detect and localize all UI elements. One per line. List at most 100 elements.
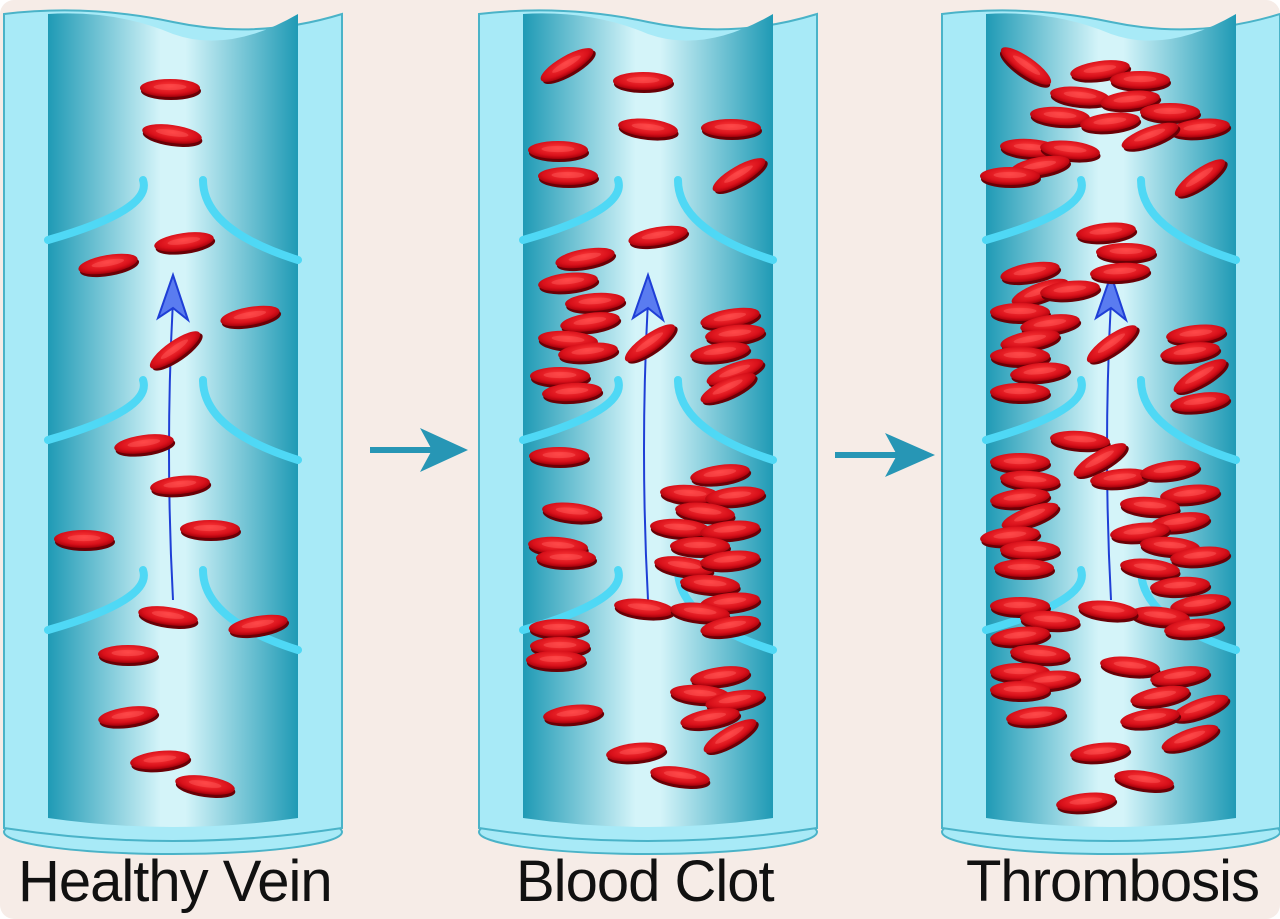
red-blood-cell [1030,106,1091,129]
red-blood-cell [990,626,1052,649]
red-blood-cell [149,331,203,371]
red-blood-cell [660,484,721,507]
red-blood-cell [1174,159,1228,199]
red-blood-cell [703,719,759,756]
red-blood-cell [560,312,622,335]
red-blood-cell [1171,694,1231,724]
red-blood-cell [543,704,605,727]
red-blood-cell [675,502,736,525]
vein-valve [519,176,623,244]
red-blood-cell [542,382,604,405]
red-blood-cell [1080,112,1142,135]
red-blood-cell [1170,594,1232,617]
red-blood-cell [980,167,1041,188]
red-blood-cell [1120,496,1181,519]
red-blood-cell [1114,770,1175,793]
up-arrow-icon [631,271,666,323]
red-blood-cell [98,645,159,666]
red-blood-cell [1164,618,1226,641]
blood-clot-vessel [478,9,818,855]
red-blood-cell [1076,222,1138,245]
red-blood-cell [114,434,176,457]
red-blood-cell [618,118,679,141]
red-blood-cell [654,556,715,579]
right-arrow-icon [835,433,935,477]
red-blood-cell [536,549,597,570]
red-blood-cell [701,119,762,140]
red-blood-cell [1161,724,1221,754]
red-blood-cell [1130,685,1192,710]
vein-valve [1137,376,1240,464]
thrombosis-vessel [941,9,1280,855]
red-blood-cell [1166,324,1228,347]
up-arrow-icon [1094,271,1129,323]
red-blood-cell [680,574,741,597]
red-blood-cell [529,447,590,468]
vein-valve [674,376,777,464]
red-blood-cell [1170,546,1232,569]
vein-valve [982,566,1086,634]
red-blood-cell [1140,103,1201,124]
red-blood-cell [705,324,767,347]
red-blood-cell [180,520,241,541]
red-blood-cell [1070,742,1132,765]
red-blood-cell [990,303,1051,324]
red-blood-cell [130,750,192,773]
red-blood-cell [140,79,201,100]
red-blood-cell [1170,392,1232,415]
red-blood-cell [1050,430,1111,453]
vein-valve [44,176,148,244]
panel-label-healthy-vein: Healthy Vein [18,849,333,914]
red-blood-cell [712,158,768,195]
panel-label-thrombosis: Thrombosis [966,849,1260,914]
red-blood-cell [1090,468,1152,491]
red-blood-cell [1020,314,1082,337]
red-blood-cell [558,342,620,365]
red-blood-cell [138,606,199,629]
red-blood-cell [1090,262,1152,285]
red-blood-cell [690,342,752,365]
red-blood-cell [1150,576,1212,599]
red-blood-cell [1050,86,1111,109]
red-blood-cell [990,681,1051,702]
red-blood-cell [700,372,758,406]
red-blood-cell [1121,122,1181,152]
red-blood-cell [540,48,596,85]
red-blood-cell [1170,118,1232,141]
vein-valve [44,376,148,444]
red-blood-cell [990,453,1051,474]
healthy-vein-vessel [3,9,343,855]
red-blood-cell [994,559,1055,580]
red-blood-cell [154,232,216,255]
red-blood-cell [1078,600,1139,623]
red-blood-cell [613,72,674,93]
red-blood-cell [1010,362,1072,385]
red-blood-cell [565,292,627,315]
red-blood-cell [175,775,236,798]
vein-valve [982,376,1086,444]
red-blood-cell [614,598,675,621]
red-blood-cell [1001,502,1061,532]
red-blood-cell [1000,470,1061,493]
red-blood-cell [228,614,290,639]
red-blood-cell [624,324,678,364]
red-blood-cell [705,486,767,509]
vein-valve [44,566,148,634]
vein-valve [199,566,302,654]
red-blood-cell [1000,261,1062,286]
red-blood-cell [542,502,603,525]
red-blood-cell [1110,71,1171,92]
red-blood-cell [1006,706,1068,729]
panel-label-blood-clot: Blood Clot [516,849,775,914]
red-blood-cell [690,464,752,487]
red-blood-cell [990,383,1051,404]
red-blood-cell [1160,484,1222,507]
red-blood-cell [1120,708,1182,731]
red-blood-cell [628,225,690,250]
red-blood-cell [529,619,590,640]
red-blood-cell [1173,359,1229,396]
red-blood-cell [999,47,1052,88]
vein-valve [1137,176,1240,264]
